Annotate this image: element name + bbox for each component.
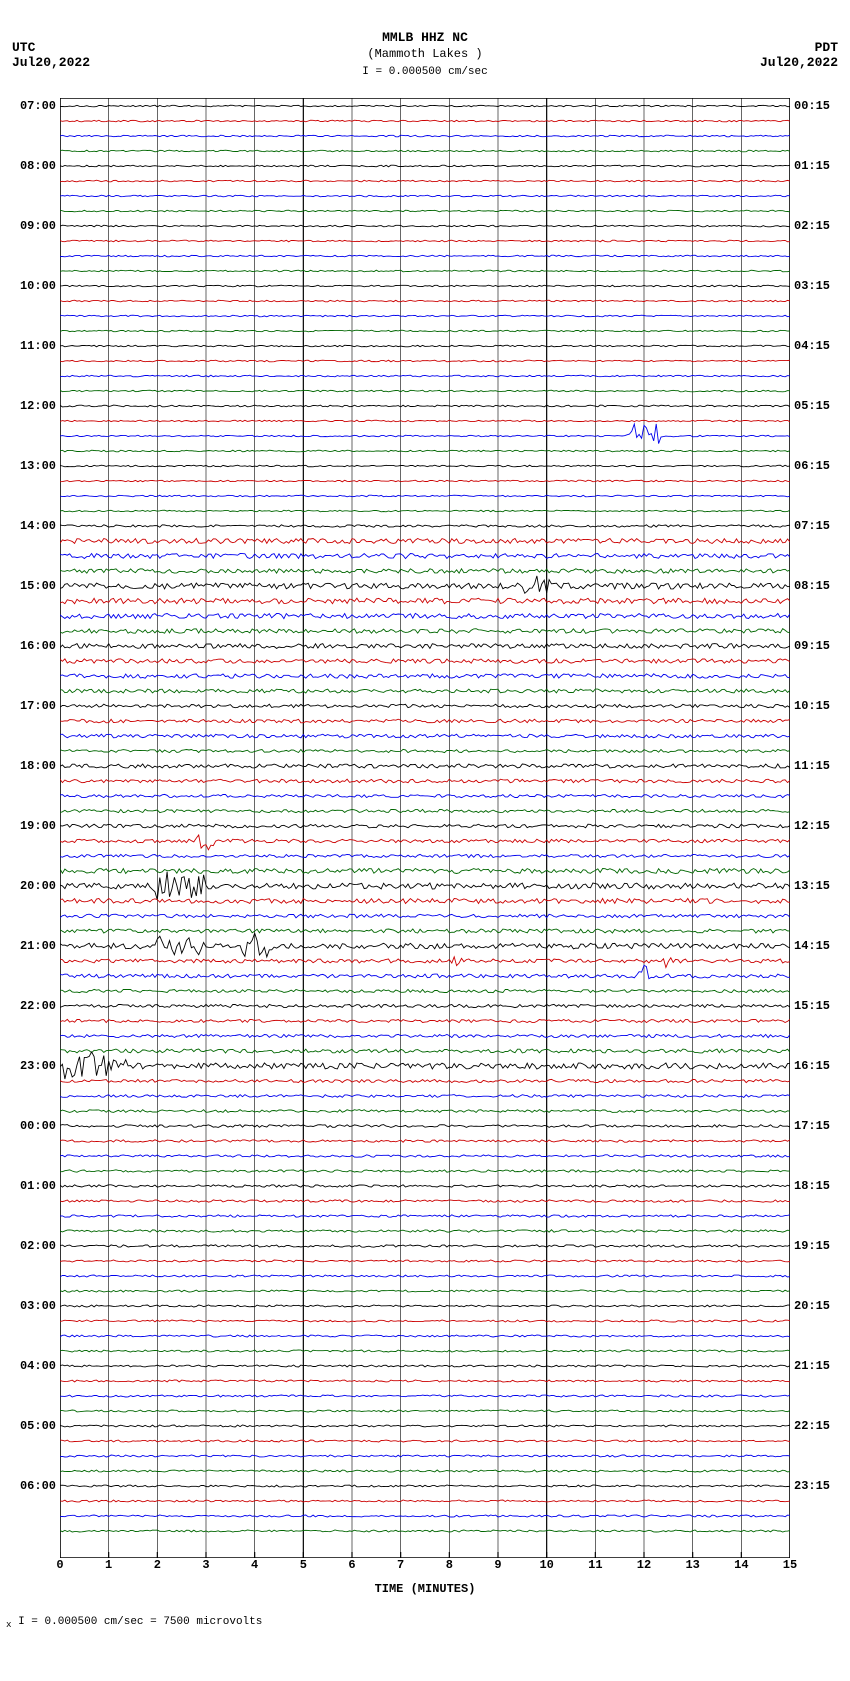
scale-bar-icon: I	[362, 66, 369, 78]
footer-sub: x	[6, 1620, 12, 1631]
left-time-label: 21:00	[20, 939, 56, 953]
header: MMLB HHZ NC (Mammoth Lakes )	[0, 30, 850, 62]
left-time-label: 17:00	[20, 699, 56, 713]
x-tick-label: 10	[539, 1558, 553, 1572]
left-time-label: 08:00	[20, 159, 56, 173]
left-time-label: 12:00	[20, 399, 56, 413]
seismogram-plot	[60, 98, 790, 1558]
x-ticks: 0123456789101112131415	[60, 1558, 790, 1576]
scale-value: = 0.000500 cm/sec	[376, 66, 488, 78]
station-location: (Mammoth Lakes )	[0, 47, 850, 63]
right-time-label: 01:15	[794, 159, 830, 173]
x-tick-label: 14	[734, 1558, 748, 1572]
right-time-label: 21:15	[794, 1359, 830, 1373]
right-time-label: 15:15	[794, 999, 830, 1013]
left-time-label: 11:00	[20, 339, 56, 353]
left-time-label: 18:00	[20, 759, 56, 773]
footer-note: x I = 0.000500 cm/sec = 7500 microvolts	[6, 1616, 850, 1630]
x-tick-label: 9	[494, 1558, 501, 1572]
right-time-label: 23:15	[794, 1479, 830, 1493]
x-tick-label: 3	[202, 1558, 209, 1572]
x-tick-label: 5	[300, 1558, 307, 1572]
x-tick-label: 13	[685, 1558, 699, 1572]
x-tick-label: 2	[154, 1558, 161, 1572]
x-tick-label: 4	[251, 1558, 258, 1572]
x-tick-label: 8	[446, 1558, 453, 1572]
right-time-label: 16:15	[794, 1059, 830, 1073]
right-time-axis: 00:15 01:15 02:15 03:15 04:15 05:15 06:15 07:15…	[792, 98, 840, 1558]
right-time-label: 13:15	[794, 879, 830, 893]
left-time-label: 05:00	[20, 1419, 56, 1433]
left-time-label: 09:00	[20, 219, 56, 233]
right-time-label: 05:15	[794, 399, 830, 413]
right-time-label: 20:15	[794, 1299, 830, 1313]
left-time-label: 07:00	[20, 99, 56, 113]
plot-area: 07:0008:0009:0010:0011:0012:0013:0014:00…	[60, 98, 790, 1558]
left-time-axis: 07:00 08:00 09:00 10:00 11:00 12:00 13:00 14:00…	[10, 98, 58, 1558]
tz-right-label: PDT	[815, 40, 838, 55]
x-tick-label: 11	[588, 1558, 602, 1572]
left-time-label: 13:00	[20, 459, 56, 473]
footer-text: I = 0.000500 cm/sec = 7500 microvolts	[18, 1616, 262, 1628]
tz-left-label: UTC	[12, 40, 35, 55]
left-time-label: 06:00	[20, 1479, 56, 1493]
left-time-label: 23:00	[20, 1059, 56, 1073]
left-time-label: 14:00	[20, 519, 56, 533]
right-time-label: 19:15	[794, 1239, 830, 1253]
left-time-label: 20:00	[20, 879, 56, 893]
right-time-label: 06:15	[794, 459, 830, 473]
left-time-label: 04:00	[20, 1359, 56, 1373]
x-axis-label: TIME (MINUTES)	[0, 1582, 850, 1596]
left-time-label: 16:00	[20, 639, 56, 653]
date-right-label: Jul20,2022	[760, 55, 838, 70]
right-time-label: 03:15	[794, 279, 830, 293]
x-tick-label: 15	[783, 1558, 797, 1572]
seismogram-container: MMLB HHZ NC (Mammoth Lakes ) I = 0.00050…	[0, 0, 850, 1681]
right-time-label: 07:15	[794, 519, 830, 533]
right-time-label: 18:15	[794, 1179, 830, 1193]
right-time-label: 10:15	[794, 699, 830, 713]
left-time-label: 02:00	[20, 1239, 56, 1253]
right-time-label: 14:15	[794, 939, 830, 953]
x-tick-label: 12	[637, 1558, 651, 1572]
right-time-label: 12:15	[794, 819, 830, 833]
right-time-label: 04:15	[794, 339, 830, 353]
left-time-label: 00:00	[20, 1119, 56, 1133]
scale-note: I = 0.000500 cm/sec	[0, 66, 850, 78]
x-tick-label: 1	[105, 1558, 112, 1572]
x-tick-label: 0	[56, 1558, 63, 1572]
date-left-label: Jul20,2022	[12, 55, 90, 70]
left-time-label: 15:00	[20, 579, 56, 593]
right-time-label: 08:15	[794, 579, 830, 593]
left-time-label: 19:00	[20, 819, 56, 833]
station-code: MMLB HHZ NC	[0, 30, 850, 47]
right-time-label: 17:15	[794, 1119, 830, 1133]
right-time-label: 11:15	[794, 759, 830, 773]
right-time-label: 00:15	[794, 99, 830, 113]
x-tick-label: 7	[397, 1558, 404, 1572]
left-time-label: 10:00	[20, 279, 56, 293]
right-time-label: 02:15	[794, 219, 830, 233]
left-time-label: 03:00	[20, 1299, 56, 1313]
left-time-label: 22:00	[20, 999, 56, 1013]
left-time-label: 01:00	[20, 1179, 56, 1193]
right-time-label: 09:15	[794, 639, 830, 653]
right-time-label: 22:15	[794, 1419, 830, 1433]
x-tick-label: 6	[348, 1558, 355, 1572]
